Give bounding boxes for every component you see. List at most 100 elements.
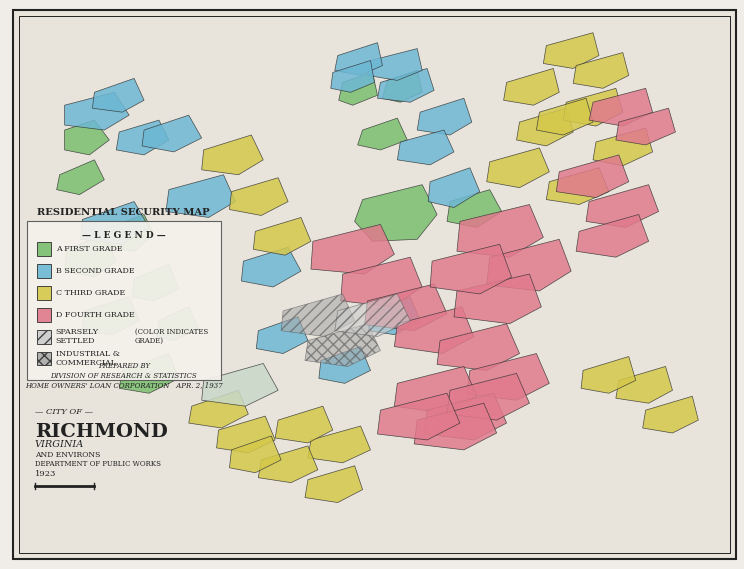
Polygon shape — [586, 185, 658, 228]
Polygon shape — [217, 416, 275, 453]
Polygon shape — [202, 135, 263, 175]
Polygon shape — [382, 71, 422, 102]
Polygon shape — [256, 317, 308, 353]
Text: VIRGINIA: VIRGINIA — [35, 440, 84, 449]
Polygon shape — [487, 240, 571, 291]
FancyBboxPatch shape — [27, 221, 220, 380]
Polygon shape — [414, 403, 497, 450]
Polygon shape — [377, 393, 460, 440]
Text: B SECOND GRADE: B SECOND GRADE — [56, 267, 134, 275]
Polygon shape — [104, 215, 154, 251]
Polygon shape — [589, 88, 652, 126]
Polygon shape — [275, 406, 333, 443]
Polygon shape — [546, 168, 609, 204]
Polygon shape — [397, 130, 454, 165]
Text: 1923: 1923 — [35, 470, 57, 478]
Polygon shape — [258, 446, 318, 483]
Polygon shape — [65, 92, 129, 130]
Polygon shape — [92, 79, 144, 112]
Polygon shape — [57, 160, 104, 195]
Polygon shape — [116, 120, 169, 155]
Polygon shape — [581, 357, 635, 393]
Polygon shape — [563, 88, 623, 126]
Polygon shape — [616, 108, 676, 145]
FancyBboxPatch shape — [36, 352, 51, 365]
Polygon shape — [417, 98, 472, 135]
Polygon shape — [358, 118, 407, 150]
Polygon shape — [339, 72, 377, 105]
Text: — L E G E N D —: — L E G E N D — — [82, 232, 166, 240]
Polygon shape — [335, 43, 382, 76]
FancyBboxPatch shape — [36, 286, 51, 300]
Polygon shape — [557, 155, 629, 197]
Polygon shape — [331, 60, 374, 92]
Polygon shape — [189, 390, 248, 428]
Text: PREPARED BY
DIVISION OF RESEARCH & STATISTICS
HOME OWNERS' LOAN CORPORATION   AP: PREPARED BY DIVISION OF RESEARCH & STATI… — [25, 362, 222, 389]
Polygon shape — [65, 234, 116, 277]
Polygon shape — [377, 68, 434, 102]
FancyBboxPatch shape — [36, 242, 51, 256]
Polygon shape — [430, 244, 512, 294]
Polygon shape — [132, 264, 179, 301]
Polygon shape — [454, 274, 542, 324]
Polygon shape — [516, 108, 573, 146]
Polygon shape — [83, 297, 139, 335]
Polygon shape — [241, 248, 301, 287]
Polygon shape — [428, 168, 480, 208]
Text: D FOURTH GRADE: D FOURTH GRADE — [56, 311, 135, 319]
Polygon shape — [142, 115, 202, 152]
Polygon shape — [616, 366, 673, 403]
Text: DEPARTMENT OF PUBLIC WORKS: DEPARTMENT OF PUBLIC WORKS — [35, 460, 161, 468]
Polygon shape — [308, 426, 371, 463]
Polygon shape — [80, 201, 149, 244]
Polygon shape — [394, 366, 477, 413]
Text: A FIRST GRADE: A FIRST GRADE — [56, 245, 122, 253]
Text: RESIDENTIAL SECURITY MAP: RESIDENTIAL SECURITY MAP — [37, 208, 210, 217]
Polygon shape — [119, 353, 179, 393]
Polygon shape — [447, 373, 530, 420]
Polygon shape — [305, 466, 362, 502]
Polygon shape — [543, 32, 599, 68]
FancyBboxPatch shape — [36, 329, 51, 344]
FancyBboxPatch shape — [36, 308, 51, 321]
Text: INDUSTRIAL &
COMMERCIAL: INDUSTRIAL & COMMERCIAL — [56, 350, 120, 367]
Polygon shape — [467, 353, 549, 400]
Polygon shape — [319, 347, 371, 384]
Polygon shape — [424, 393, 507, 440]
Polygon shape — [576, 215, 649, 257]
FancyBboxPatch shape — [13, 10, 736, 559]
Polygon shape — [65, 120, 109, 155]
Polygon shape — [593, 128, 652, 166]
Polygon shape — [487, 148, 549, 188]
Text: C THIRD GRADE: C THIRD GRADE — [56, 289, 125, 297]
Polygon shape — [447, 189, 501, 228]
Text: (COLOR INDICATES
GRADE): (COLOR INDICATES GRADE) — [135, 328, 208, 345]
Text: AND ENVIRONS: AND ENVIRONS — [35, 451, 100, 459]
Polygon shape — [305, 324, 380, 366]
FancyBboxPatch shape — [36, 264, 51, 278]
Polygon shape — [643, 396, 699, 433]
Polygon shape — [281, 294, 355, 337]
Polygon shape — [394, 307, 474, 353]
Polygon shape — [368, 48, 422, 80]
Polygon shape — [536, 98, 593, 135]
Polygon shape — [229, 178, 288, 216]
Text: — CITY OF —: — CITY OF — — [35, 408, 93, 416]
Polygon shape — [229, 436, 281, 473]
Text: RICHMOND: RICHMOND — [35, 423, 167, 441]
Polygon shape — [311, 224, 394, 274]
Polygon shape — [166, 175, 235, 217]
Polygon shape — [457, 204, 543, 257]
Polygon shape — [368, 297, 420, 335]
Polygon shape — [504, 68, 559, 105]
Polygon shape — [253, 217, 311, 255]
Polygon shape — [573, 52, 629, 88]
Polygon shape — [365, 284, 447, 331]
Polygon shape — [355, 185, 437, 241]
Polygon shape — [202, 364, 278, 406]
Polygon shape — [335, 294, 410, 337]
Text: SPARSELY
SETTLED: SPARSELY SETTLED — [56, 328, 99, 345]
Polygon shape — [157, 307, 199, 341]
Polygon shape — [341, 257, 422, 307]
Polygon shape — [437, 324, 519, 370]
